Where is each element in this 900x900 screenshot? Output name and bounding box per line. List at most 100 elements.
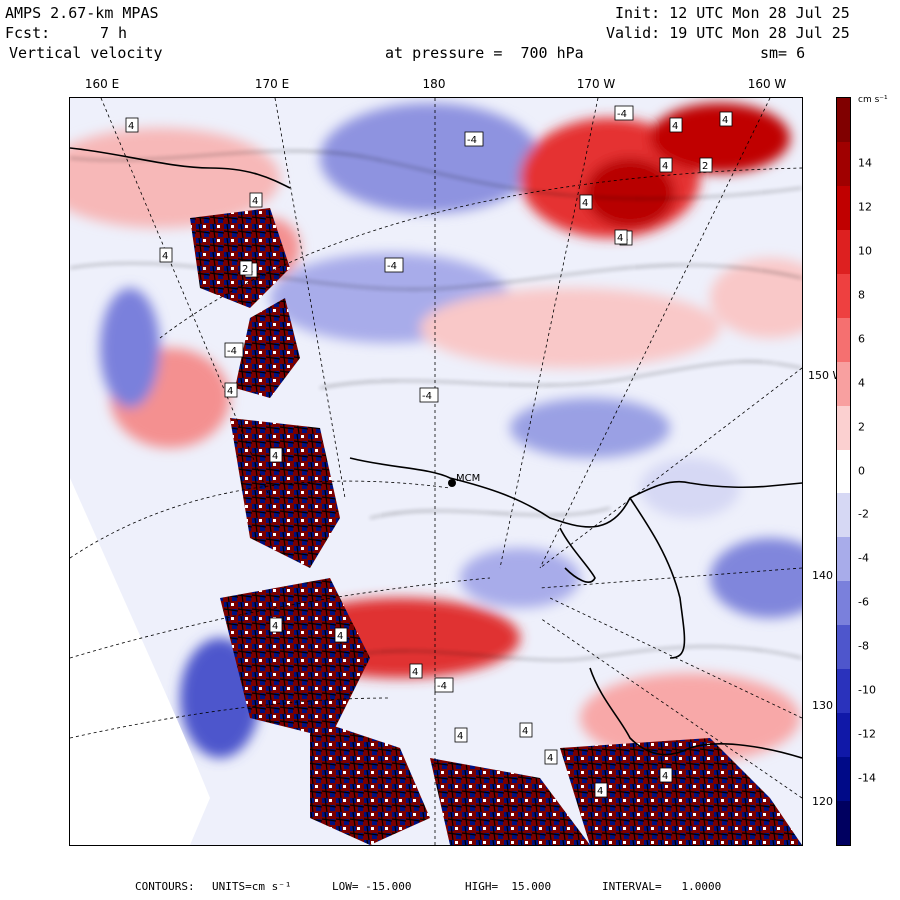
colorbar-tick-label: 6 [858,332,865,346]
lon-label-170e: 170 E [254,77,290,91]
contour-label-text: -4 [422,391,432,402]
colorbar-band [837,757,850,802]
colorbar-tick-label: 0 [858,464,865,477]
outside-domain [70,478,210,845]
contour-label-box [224,342,244,358]
lon-label-170w: 170 W [576,77,616,91]
contour-label-box [249,192,263,208]
colorbar-band [837,493,850,538]
contour-label-box [614,229,628,245]
colorbar-tick-label: 12 [858,200,872,214]
contour-label-box [594,782,608,798]
contour-label-text: 4 [662,161,668,172]
colorbar-tick-label: 10 [858,244,872,258]
contour-label-box [269,447,283,463]
model-title: AMPS 2.67-km MPAS [5,4,159,22]
colorbar-band [837,185,850,231]
contour-lines [70,150,802,661]
contour-label-box [409,663,423,679]
contour-label-text: 4 [522,726,528,737]
contour-label-text: -4 [227,346,237,357]
colorbar-tick-label: -12 [858,727,876,741]
contour-label-box [384,257,404,273]
contour-label-text: -4 [617,109,627,120]
contour-label-box [269,617,283,633]
pressure-level: at pressure = 700 hPa [385,44,584,62]
contour-label-box [334,627,348,643]
colorbar-band [837,625,850,670]
coastline [70,147,802,759]
contour-label-box [419,387,439,403]
footer-units: UNITS=cm s⁻¹ [212,880,292,893]
lat-label-150w: 150 W [808,369,844,382]
graticule [70,98,802,845]
colorbar-band [837,669,850,714]
contour-label-text: 4 [272,451,278,462]
contour-label-box [699,157,713,173]
colorbar-band [837,273,850,319]
contour-label-box [659,157,673,173]
contour-label-text: 4 [547,753,553,764]
contour-label-text: 4 [457,731,463,742]
colorbar-band [837,801,850,846]
colorbar-tick-label: -14 [858,771,876,785]
colorbar-band [837,229,850,275]
contour-label-text: 4 [662,771,668,782]
contour-label-text: 4 [162,251,168,262]
contour-label-box [125,117,139,133]
colorbar-tick-label: 2 [858,420,865,434]
colorbar-band [837,449,850,494]
footer-low: LOW= -15.000 [332,880,412,893]
contour-label-text: 4 [272,621,278,632]
contour-label-box [159,247,173,263]
contour-label-text: 4 [252,196,258,207]
contour-label-text: 4 [227,386,233,397]
forecast-label: Fcst: [5,24,51,42]
colorbar-tick-label: 4 [858,376,865,390]
transantarctic-speckle [190,208,802,845]
colorbar-band [837,405,850,451]
colorbar [836,97,851,846]
colorbar-tick-label: -10 [858,683,876,697]
smoothing-value: sm= 6 [760,44,806,62]
contour-label-text: 4 [337,631,343,642]
contour-label-box [464,131,484,147]
field-name: Vertical velocity [9,44,163,62]
colorbar-tick-label: -8 [858,639,869,653]
contour-label-box [669,117,683,133]
footer-interval: INTERVAL= 1.0000 [602,880,722,893]
contour-label-box [224,382,238,398]
contour-label-text: 4 [617,233,623,244]
contour-label-text: 4 [412,667,418,678]
contour-label-text: 4 [597,786,603,797]
contour-label-box [719,111,733,127]
colorbar-tick-label: 14 [858,156,872,170]
contour-label-box [434,677,454,693]
colorbar-tick-label: -2 [858,507,869,521]
footer-high: HIGH= 15.000 [465,880,552,893]
colorbar-tick-label: 8 [858,288,865,302]
contour-label-text: 4 [128,121,134,132]
colorbar-tick-label: -6 [858,595,869,609]
colorbar-band [837,98,850,143]
contour-label-text: -4 [387,261,397,272]
lon-label-160e: 160 E [84,77,120,91]
contour-label-text: 2 [702,161,708,172]
colorbar-units: cm s⁻¹ [858,95,888,105]
forecast-value: 7 h [100,24,128,42]
contour-label-text: -4 [437,681,447,692]
colorbar-band [837,141,850,187]
contour-label-text: 4 [672,121,678,132]
colorbar-band [837,361,850,407]
contour-label-box [454,727,468,743]
init-time: Init: 12 UTC Mon 28 Jul 25 [615,4,850,22]
colorbar-band [837,537,850,582]
contour-label-box [239,260,253,276]
background-field [70,103,802,763]
contour-label-box [519,722,533,738]
contour-label-box [614,105,634,121]
colorbar-ticks: 14 12 10 8 6 4 2 0 -2 -4 -6 -8 -10 -12 -14 [855,97,900,846]
